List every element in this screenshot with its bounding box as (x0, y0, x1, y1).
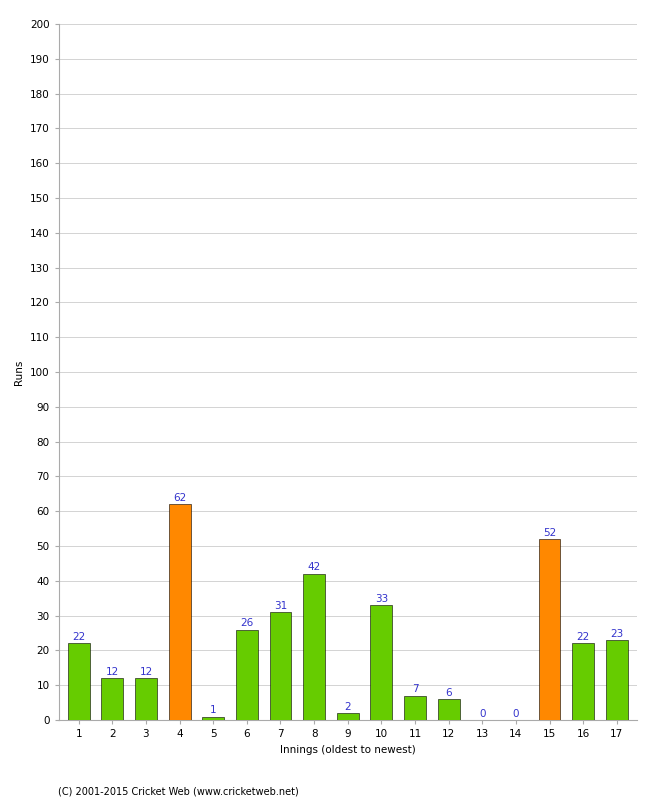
Bar (303, 574, 325, 720)
Bar (202, 717, 224, 720)
Bar (404, 696, 426, 720)
Bar (572, 643, 594, 720)
Bar (437, 699, 460, 720)
Text: 62: 62 (173, 493, 186, 503)
Text: 0: 0 (513, 709, 519, 718)
Text: 42: 42 (307, 562, 320, 573)
Y-axis label: Runs: Runs (14, 359, 24, 385)
Text: 31: 31 (274, 601, 287, 610)
Text: 22: 22 (577, 632, 590, 642)
Bar (370, 605, 393, 720)
Bar (68, 643, 90, 720)
Text: 22: 22 (72, 632, 85, 642)
Text: 33: 33 (375, 594, 388, 604)
Text: 23: 23 (610, 629, 623, 638)
Bar (539, 539, 560, 720)
Bar (337, 713, 359, 720)
Text: 0: 0 (479, 709, 486, 718)
Text: (C) 2001-2015 Cricket Web (www.cricketweb.net): (C) 2001-2015 Cricket Web (www.cricketwe… (58, 786, 299, 796)
Bar (168, 504, 190, 720)
Bar (236, 630, 258, 720)
Bar (270, 612, 291, 720)
Text: 26: 26 (240, 618, 254, 628)
X-axis label: Innings (oldest to newest): Innings (oldest to newest) (280, 745, 415, 754)
Text: 2: 2 (344, 702, 351, 712)
Text: 12: 12 (139, 667, 153, 677)
Text: 6: 6 (445, 688, 452, 698)
Bar (101, 678, 124, 720)
Text: 52: 52 (543, 528, 556, 538)
Text: 7: 7 (411, 684, 419, 694)
Bar (135, 678, 157, 720)
Bar (606, 640, 628, 720)
Text: 12: 12 (106, 667, 119, 677)
Text: 1: 1 (210, 705, 216, 715)
